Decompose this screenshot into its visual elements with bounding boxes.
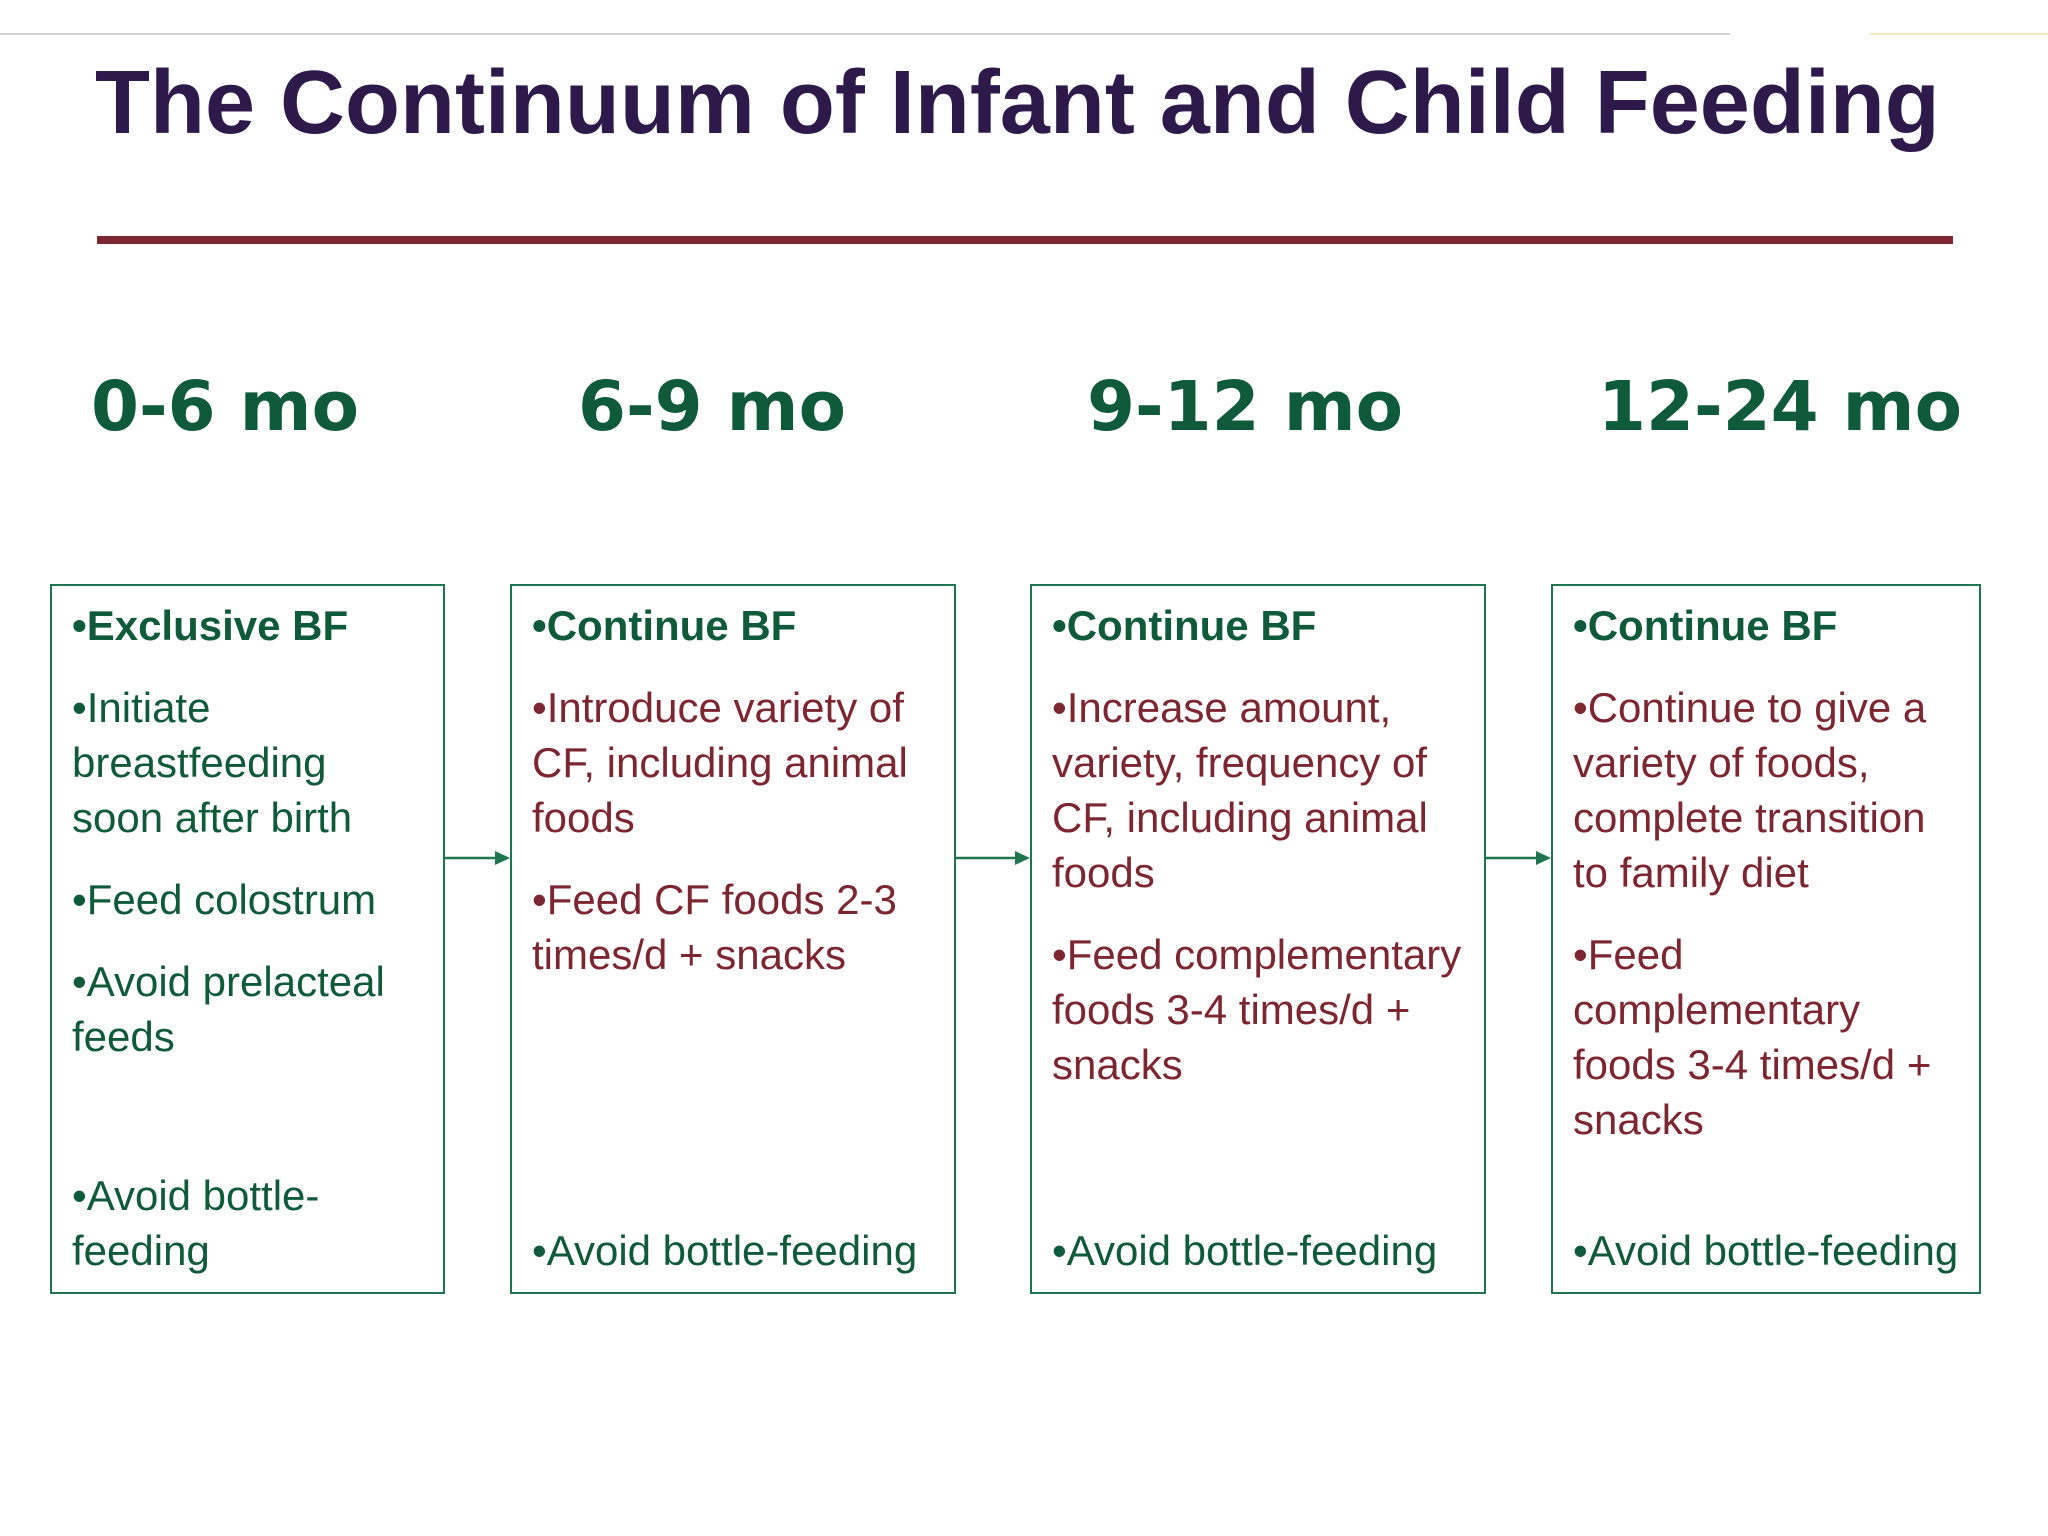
box-item: •Increase amount, variety, frequency of … bbox=[1052, 684, 1428, 896]
box-item: •Continue to give a variety of foods, co… bbox=[1573, 684, 1927, 896]
box-heading: •Exclusive BF bbox=[72, 602, 349, 649]
box-item: •Feed colostrum bbox=[72, 876, 377, 923]
box-heading: •Continue BF bbox=[1573, 602, 1838, 649]
box-item: •Feed complementary foods 3-4 times/d + … bbox=[1052, 931, 1462, 1088]
arrow-right-icon bbox=[956, 851, 1030, 865]
box-heading: •Continue BF bbox=[1052, 602, 1317, 649]
stage-box-9-12: •Continue BF •Increase amount, variety, … bbox=[1030, 584, 1486, 1294]
top-border-line bbox=[0, 33, 1730, 35]
box-footer-item: •Avoid bottle-feeding bbox=[1052, 1227, 1438, 1274]
title-underline bbox=[97, 236, 1953, 244]
top-border-accent bbox=[1870, 33, 2048, 35]
arrow-right-icon bbox=[445, 851, 510, 865]
stage-label-12-24: 12-24 mo bbox=[1597, 367, 1962, 447]
stage-label-9-12: 9-12 mo bbox=[1087, 367, 1403, 447]
box-heading: •Continue BF bbox=[532, 602, 797, 649]
stage-label-6-9: 6-9 mo bbox=[578, 367, 846, 447]
stage-box-0-6: •Exclusive BF •Initiate breastfeeding so… bbox=[50, 584, 445, 1294]
box-item: •Introduce variety of CF, including anim… bbox=[532, 684, 908, 841]
arrow-right-icon bbox=[1486, 851, 1551, 865]
box-item: •Feed complementary foods 3-4 times/d + … bbox=[1573, 931, 1932, 1143]
box-item: •Initiate breastfeeding soon after birth bbox=[72, 684, 353, 841]
stage-label-0-6: 0-6 mo bbox=[91, 367, 359, 447]
box-item: •Feed CF foods 2-3 times/d + snacks bbox=[532, 876, 897, 978]
box-item: •Avoid prelacteal feeds bbox=[72, 958, 385, 1060]
slide-title: The Continuum of Infant and Child Feedin… bbox=[95, 53, 1940, 153]
box-footer-item: •Avoid bottle-feeding bbox=[532, 1227, 918, 1274]
box-footer-item: •Avoid bottle-feeding bbox=[1573, 1227, 1959, 1274]
box-footer-item: •Avoid bottle-feeding bbox=[72, 1172, 320, 1274]
stage-box-12-24: •Continue BF •Continue to give a variety… bbox=[1551, 584, 1981, 1294]
stage-box-6-9: •Continue BF •Introduce variety of CF, i… bbox=[510, 584, 956, 1294]
